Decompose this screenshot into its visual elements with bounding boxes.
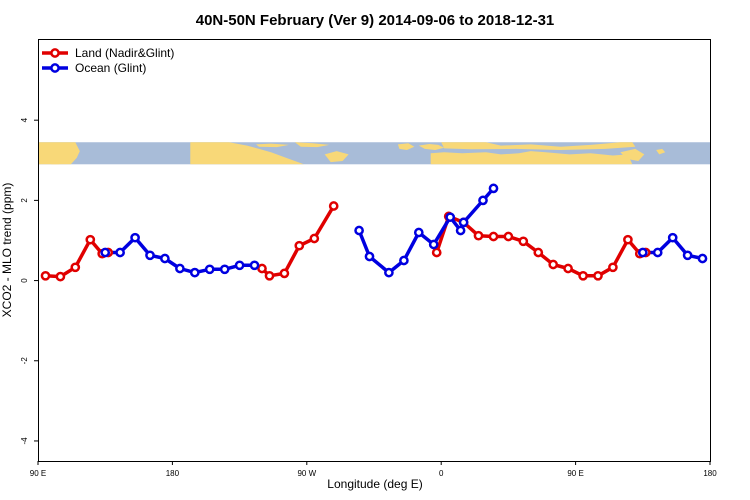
series-0-point-0-3 xyxy=(85,234,96,245)
series-1-point-0-2 xyxy=(130,232,140,243)
series-1-point-2-1 xyxy=(478,195,488,206)
x-tick-label-1: 180 xyxy=(166,469,180,478)
series-0-line-1 xyxy=(260,205,336,278)
series-0-point-2-7 xyxy=(533,247,544,258)
series-0-point-2-8 xyxy=(548,259,559,270)
x-tick-label-4: 90 E xyxy=(567,469,583,478)
series-0-point-1-3 xyxy=(294,240,305,251)
series-1-point-0-10 xyxy=(249,260,260,271)
series-1-point-3-3 xyxy=(682,250,693,261)
map-land-5 xyxy=(324,151,349,163)
series-0-point-2-3 xyxy=(473,230,484,241)
series-1-point-0-6 xyxy=(189,267,200,278)
series-1-point-1-5 xyxy=(428,239,439,250)
y-tick-label-4: 4 xyxy=(20,117,29,122)
series-0-line-2 xyxy=(435,214,647,278)
x-axis: 90 E 180 90 W 0 90 E 180 xyxy=(30,461,717,478)
x-tick-label-5: 180 xyxy=(703,469,717,478)
series-1-point-3-2 xyxy=(667,232,678,243)
map-land-1 xyxy=(51,155,65,165)
series-0-point-2-5 xyxy=(503,231,514,242)
y-tick-label-1: -2 xyxy=(20,357,29,365)
series-0-point-0-2 xyxy=(70,262,81,273)
series-1-point-0-3 xyxy=(145,250,155,261)
series-layer xyxy=(40,183,708,282)
map-strip xyxy=(38,142,710,165)
series-0-point-2-4 xyxy=(488,231,499,242)
series-1-point-1-6 xyxy=(445,212,456,223)
series-0-point-2-6 xyxy=(518,236,529,247)
legend-label-1: Ocean (Glint) xyxy=(75,61,146,75)
series-0-point-2-10 xyxy=(578,270,588,281)
series-0-point-0-0 xyxy=(40,270,51,281)
series-1-point-0-7 xyxy=(204,264,215,275)
map-land-9 xyxy=(441,142,636,150)
series-1-point-1-7 xyxy=(455,225,466,236)
y-tick-label-3: 2 xyxy=(20,198,29,203)
map-land-6 xyxy=(397,143,415,150)
legend-label-0: Land (Nadir&Glint) xyxy=(75,46,174,60)
series-1-point-2-0 xyxy=(458,217,469,228)
x-tick-label-0: 90 E xyxy=(30,469,46,478)
map-land-10 xyxy=(620,148,645,161)
series-1-point-1-2 xyxy=(384,267,394,278)
map-land-11 xyxy=(656,148,666,155)
legend-marker-0 xyxy=(50,48,60,58)
series-0-point-0-1 xyxy=(55,271,66,282)
series-1-point-1-4 xyxy=(413,227,424,238)
y-tick-label-2: 0 xyxy=(20,278,29,283)
x-tick-label-3: 0 xyxy=(439,469,444,478)
series-0-point-1-2 xyxy=(279,268,290,279)
map-land-2 xyxy=(190,142,304,165)
map-land-0 xyxy=(38,142,80,165)
series-0-point-2-0 xyxy=(431,247,442,258)
plot-frame xyxy=(38,39,711,462)
series-1-point-3-0 xyxy=(637,247,648,258)
y-tick-label-0: -4 xyxy=(20,437,29,445)
series-1-point-0-0 xyxy=(100,247,111,258)
map-land-4 xyxy=(294,142,330,148)
map-land-7 xyxy=(418,144,445,150)
series-1-point-3-4 xyxy=(697,253,708,264)
series-1-point-3-1 xyxy=(652,247,663,258)
series-0-point-1-4 xyxy=(309,233,320,244)
chart-title: 40N-50N February (Ver 9) 2014-09-06 to 2… xyxy=(196,12,555,29)
map-land-8 xyxy=(430,151,633,165)
y-axis-label: XCO2 - MLO trend (ppm) xyxy=(0,183,14,318)
series-0-point-2-12 xyxy=(608,262,618,273)
series-1-line-1 xyxy=(357,215,462,275)
x-axis-label: Longitude (deg E) xyxy=(327,477,422,491)
series-1-point-0-9 xyxy=(234,260,245,271)
series-1-point-1-3 xyxy=(399,255,409,266)
series-0-point-2-11 xyxy=(593,270,603,281)
series-1-point-0-5 xyxy=(175,263,185,274)
series-0-point-1-5 xyxy=(328,201,339,211)
series-0-point-2-9 xyxy=(563,263,573,274)
legend: Land (Nadir&Glint)Ocean (Glint) xyxy=(42,46,174,75)
series-1-line-2 xyxy=(462,187,495,224)
legend-marker-1 xyxy=(50,63,60,73)
series-1-point-0-4 xyxy=(160,253,170,264)
series-1-point-1-0 xyxy=(354,225,364,236)
series-1-point-0-1 xyxy=(115,247,125,258)
series-1-point-1-1 xyxy=(364,251,375,262)
series-0-point-2-13 xyxy=(623,234,633,245)
series-0-point-1-0 xyxy=(257,263,267,274)
x-tick-label-2: 90 W xyxy=(297,469,316,478)
series-1-point-2-2 xyxy=(488,183,499,194)
map-land-3 xyxy=(256,143,289,148)
series-1-point-0-8 xyxy=(219,264,230,275)
series-0-point-1-1 xyxy=(264,270,275,281)
y-axis: -4 -2 0 2 4 xyxy=(20,117,38,445)
